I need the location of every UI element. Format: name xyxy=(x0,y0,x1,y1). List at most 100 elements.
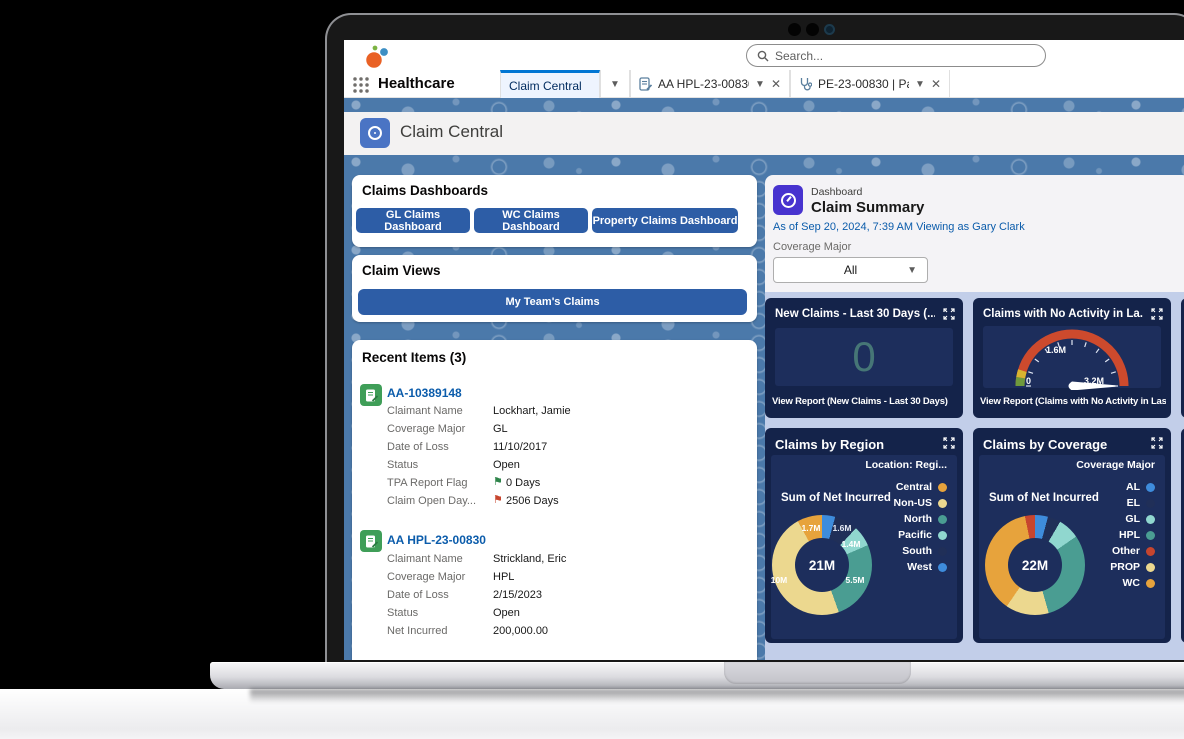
doc-pencil-icon xyxy=(365,535,378,548)
gauge-panel: 0 1.6M 3.2M xyxy=(983,326,1161,390)
doc-pencil-icon xyxy=(365,389,378,402)
my-teams-claims-button[interactable]: My Team's Claims xyxy=(358,289,747,315)
recent-items-card: Recent Items (3) AA-10389148 Claimant Na… xyxy=(352,340,757,660)
legend-item: AL xyxy=(1083,481,1155,493)
camera-dot xyxy=(806,23,819,36)
field-label: Status xyxy=(387,459,419,471)
field-value: 2506 Days xyxy=(506,495,559,507)
app-logo-icon xyxy=(364,44,388,70)
legend-swatch xyxy=(1146,498,1155,508)
legend-swatch xyxy=(1146,578,1155,588)
legend-item: HPL xyxy=(1083,529,1155,541)
field-value: Lockhart, Jamie xyxy=(493,405,571,417)
dashboard-kicker: Dashboard xyxy=(811,186,863,198)
view-report-link[interactable]: View Report (Claims with No Activity in … xyxy=(980,396,1166,407)
search-input[interactable]: Search... xyxy=(746,44,1046,67)
wc-claims-dashboard-button[interactable]: WC Claims Dashboard xyxy=(474,208,588,233)
gl-claims-dashboard-button[interactable]: GL Claims Dashboard xyxy=(356,208,470,233)
close-icon[interactable]: ✕ xyxy=(930,77,941,91)
legend-item: WC xyxy=(1083,577,1155,589)
field-label: TPA Report Flag xyxy=(387,477,468,489)
flag-icon-red: ⚑ xyxy=(493,494,503,506)
chevron-down-icon: ▼ xyxy=(610,78,620,90)
legend-title: Coverage Major xyxy=(1076,459,1155,471)
stethoscope-icon xyxy=(800,78,812,91)
search-icon xyxy=(757,50,769,61)
recent-item-link[interactable]: AA HPL-23-00830 xyxy=(387,533,486,547)
gauge-mid-label: 1.6M xyxy=(1046,345,1067,355)
field-label: Coverage Major xyxy=(387,571,466,583)
tab-claim-record[interactable]: AA HPL-23-00830 | C... ▼ ✕ xyxy=(630,70,790,98)
app-launcher-icon[interactable] xyxy=(352,76,369,93)
selected-value: All xyxy=(843,263,858,277)
legend-swatch xyxy=(938,530,947,540)
tab-patient-record[interactable]: PE-23-00830 | Patien... ▼ ✕ xyxy=(790,70,950,98)
claim-summary-card: Dashboard Claim Summary As of Sep 20, 20… xyxy=(765,175,1184,292)
chevron-down-icon: ▼ xyxy=(907,264,917,276)
tab-label: PE-23-00830 | Patien... xyxy=(818,77,909,91)
dashboard-title: Claim Summary xyxy=(811,199,925,216)
legend-item: West xyxy=(845,561,947,573)
field-value: Open xyxy=(493,459,520,471)
field-value: Open xyxy=(493,607,520,619)
laptop-lid-notch xyxy=(724,662,911,684)
donut-center-total: 21M xyxy=(795,538,849,592)
chevron-down-icon[interactable]: ▼ xyxy=(755,78,765,90)
coverage-major-select[interactable]: All ▼ xyxy=(773,257,928,283)
property-claims-dashboard-button[interactable]: Property Claims Dashboard xyxy=(592,208,738,233)
legend-swatch xyxy=(1146,530,1155,540)
field-label: Claimant Name xyxy=(387,405,463,417)
tile-no-activity: Claims with No Activity in La... xyxy=(973,298,1171,418)
legend-swatch xyxy=(938,498,947,508)
donut-center-total: 22M xyxy=(1008,538,1062,592)
legend-item: PROP xyxy=(1083,561,1155,573)
laptop-screen: Search... Healthcare Claim Central ▼ AA … xyxy=(344,40,1184,660)
tile-title: New Claims - Last 30 Days (... xyxy=(775,308,935,320)
tile-partial xyxy=(1181,428,1184,643)
page-header xyxy=(344,112,1184,155)
gauge-chart xyxy=(1015,329,1129,390)
content-area: Claims Dashboards GL Claims Dashboard WC… xyxy=(344,155,1184,660)
field-label: Status xyxy=(387,607,419,619)
legend-swatch xyxy=(1146,482,1155,492)
claim-views-card: Claim Views My Team's Claims xyxy=(352,255,757,322)
claim-item-icon xyxy=(360,384,382,406)
legend-swatch xyxy=(1146,562,1155,572)
view-report-link[interactable]: View Report (New Claims - Last 30 Days) xyxy=(772,396,948,407)
legend-swatch xyxy=(938,514,947,524)
metric-panel: 0 xyxy=(775,328,953,386)
chevron-down-icon[interactable]: ▼ xyxy=(915,78,925,90)
field-value: 0 Days xyxy=(506,477,541,489)
gauge-max-label: 3.2M xyxy=(1084,376,1105,386)
tab-dropdown-button[interactable]: ▼ xyxy=(600,70,630,98)
card-title: Claim Views xyxy=(362,263,441,278)
dashboard-icon xyxy=(773,185,803,215)
legend-title: Location: Regi... xyxy=(865,459,947,471)
gauge-needle xyxy=(1068,381,1117,390)
legend-item: North xyxy=(845,513,947,525)
expand-icon[interactable] xyxy=(1151,437,1163,449)
field-value: Strickland, Eric xyxy=(493,553,567,565)
tab-label: AA HPL-23-00830 | C... xyxy=(658,77,750,91)
desk-surface xyxy=(0,689,1184,739)
claim-central-icon xyxy=(360,118,390,148)
tile-new-claims: New Claims - Last 30 Days (... 0 View Re… xyxy=(765,298,963,418)
laptop-base xyxy=(210,662,1184,689)
legend-swatch xyxy=(938,482,947,492)
legend-item: GL xyxy=(1083,513,1155,525)
legend-swatch xyxy=(938,562,947,572)
claim-item-icon xyxy=(360,530,382,552)
claims-dashboards-card: Claims Dashboards GL Claims Dashboard WC… xyxy=(352,175,757,247)
close-icon[interactable]: ✕ xyxy=(770,77,781,91)
expand-icon[interactable] xyxy=(1151,308,1163,320)
tab-claim-central[interactable]: Claim Central xyxy=(500,70,600,98)
legend-item: Other xyxy=(1083,545,1155,557)
field-label: Date of Loss xyxy=(387,589,449,601)
expand-icon[interactable] xyxy=(943,308,955,320)
recent-item-link[interactable]: AA-10389148 xyxy=(387,386,462,400)
expand-icon[interactable] xyxy=(943,437,955,449)
dashboard-tile-grid: New Claims - Last 30 Days (... 0 View Re… xyxy=(765,292,1184,660)
filter-label: Coverage Major xyxy=(773,241,852,253)
field-value: GL xyxy=(493,423,508,435)
